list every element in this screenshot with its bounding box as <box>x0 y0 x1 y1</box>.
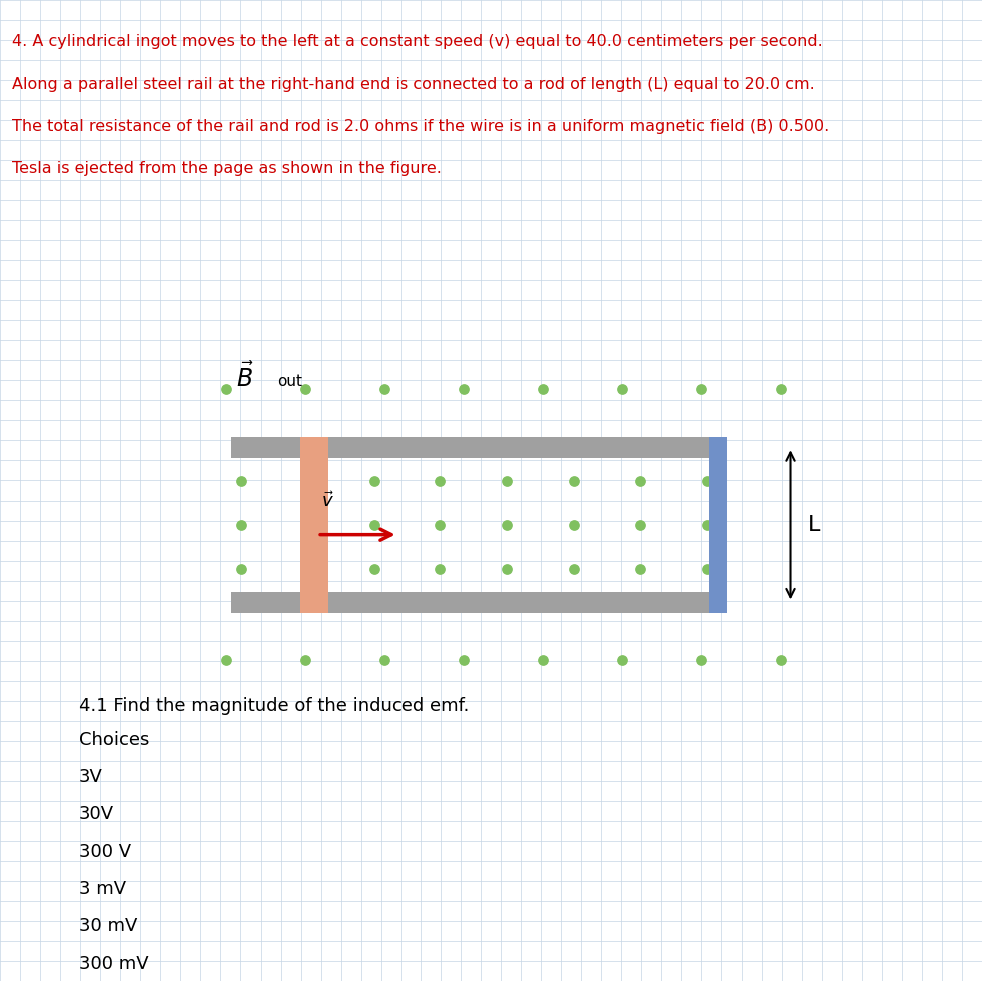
Point <box>566 473 581 489</box>
FancyBboxPatch shape <box>709 437 727 613</box>
Point <box>632 561 648 577</box>
Point <box>300 473 315 489</box>
Point <box>773 382 789 397</box>
Point <box>456 652 471 668</box>
Point <box>632 517 648 533</box>
FancyBboxPatch shape <box>231 592 727 613</box>
Point <box>693 652 709 668</box>
Point <box>456 382 471 397</box>
Point <box>298 652 313 668</box>
Text: 3 mV: 3 mV <box>79 880 126 898</box>
Point <box>218 382 234 397</box>
Point <box>699 561 715 577</box>
Point <box>499 473 515 489</box>
Point <box>535 652 551 668</box>
Text: Tesla is ejected from the page as shown in the figure.: Tesla is ejected from the page as shown … <box>12 161 442 176</box>
Point <box>366 561 382 577</box>
Text: 300 V: 300 V <box>79 843 131 860</box>
Point <box>300 517 315 533</box>
Point <box>233 517 248 533</box>
Point <box>535 382 551 397</box>
Point <box>433 473 449 489</box>
Point <box>566 561 581 577</box>
Text: Choices: Choices <box>79 731 149 749</box>
Text: 4. A cylindrical ingot moves to the left at a constant speed (v) equal to 40.0 c: 4. A cylindrical ingot moves to the left… <box>12 34 823 49</box>
Point <box>218 652 234 668</box>
Text: out: out <box>277 375 301 389</box>
Point <box>376 382 392 397</box>
Point <box>376 652 392 668</box>
Text: 30V: 30V <box>79 805 114 823</box>
Point <box>693 382 709 397</box>
Text: 3V: 3V <box>79 768 102 786</box>
Point <box>233 561 248 577</box>
Point <box>433 561 449 577</box>
Point <box>366 473 382 489</box>
FancyBboxPatch shape <box>231 437 727 458</box>
Text: 4.1 Find the magnitude of the induced emf.: 4.1 Find the magnitude of the induced em… <box>79 697 469 714</box>
Text: L: L <box>808 515 821 535</box>
Text: 300 mV: 300 mV <box>79 955 148 972</box>
Text: $\vec{B}$: $\vec{B}$ <box>236 363 253 392</box>
Point <box>615 382 630 397</box>
Point <box>366 517 382 533</box>
Text: 30 mV: 30 mV <box>79 917 136 935</box>
Point <box>615 652 630 668</box>
Point <box>499 561 515 577</box>
FancyBboxPatch shape <box>300 437 328 613</box>
Point <box>773 652 789 668</box>
Point <box>233 473 248 489</box>
Point <box>699 517 715 533</box>
Text: Along a parallel steel rail at the right-hand end is connected to a rod of lengt: Along a parallel steel rail at the right… <box>12 77 814 91</box>
Point <box>632 473 648 489</box>
Point <box>699 473 715 489</box>
Point <box>300 561 315 577</box>
Text: The total resistance of the rail and rod is 2.0 ohms if the wire is in a uniform: The total resistance of the rail and rod… <box>12 119 829 133</box>
Point <box>566 517 581 533</box>
Point <box>499 517 515 533</box>
Point <box>433 517 449 533</box>
Point <box>298 382 313 397</box>
Text: $\vec{v}$: $\vec{v}$ <box>321 491 334 511</box>
